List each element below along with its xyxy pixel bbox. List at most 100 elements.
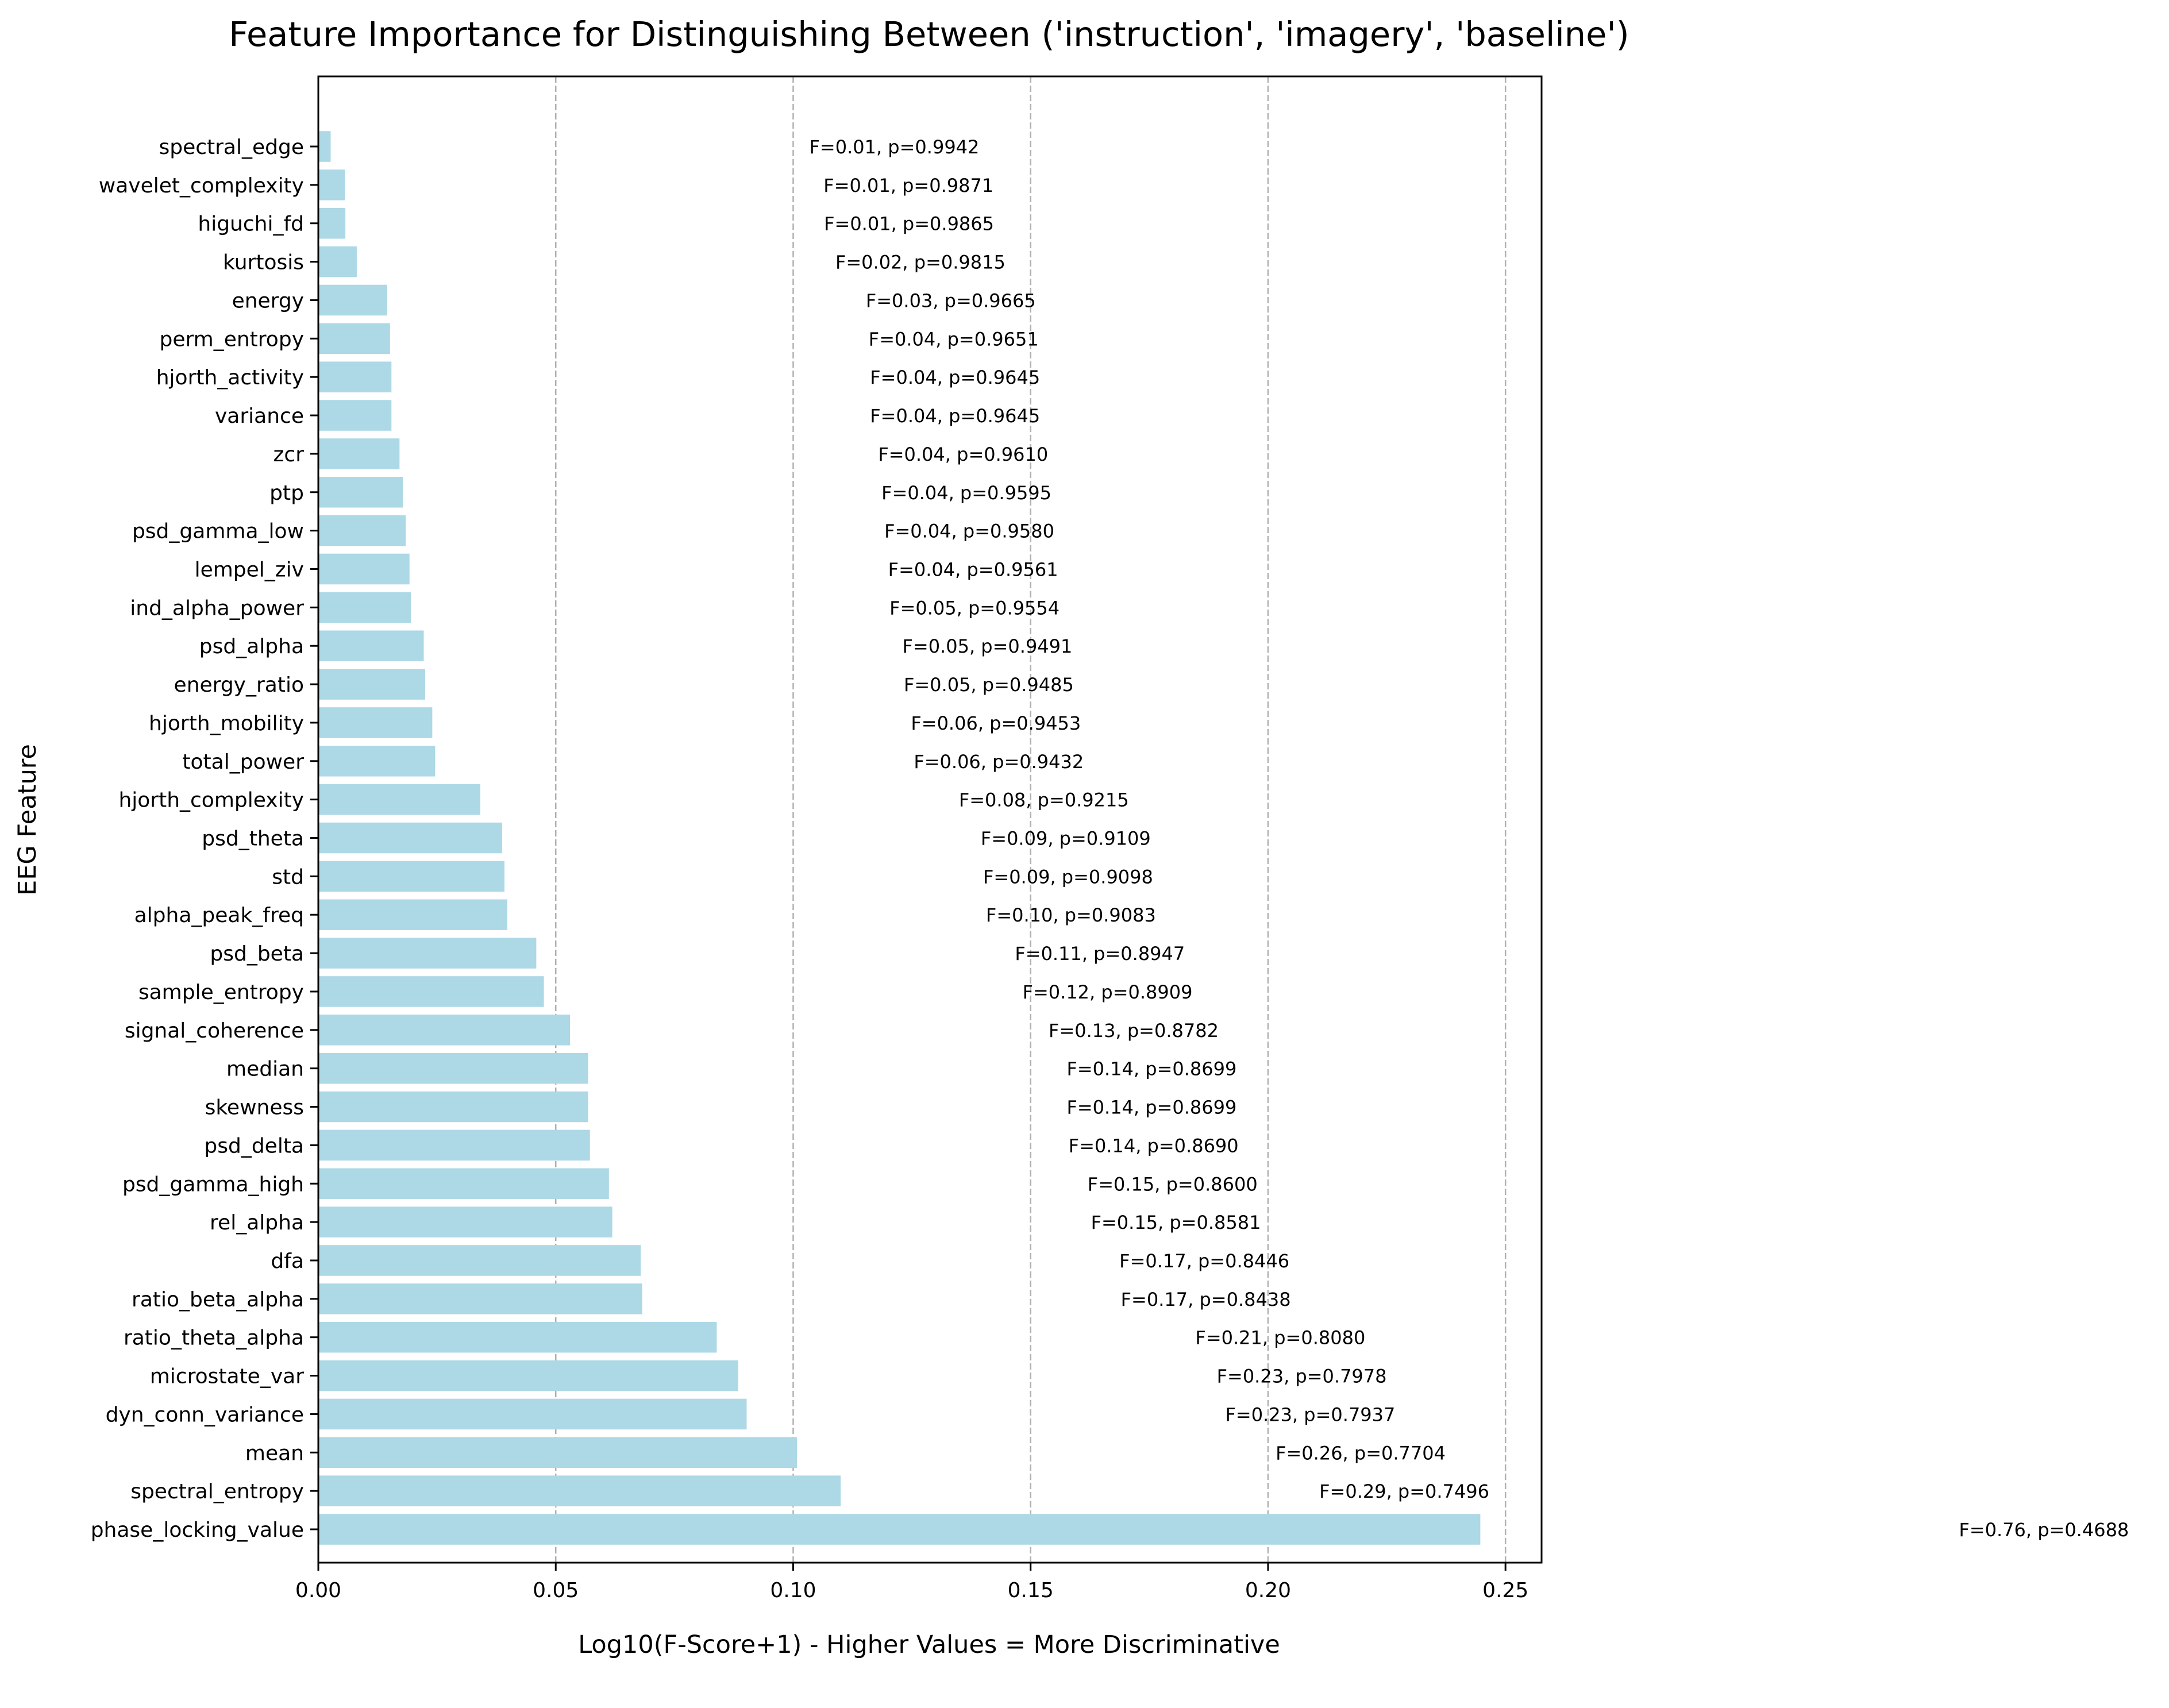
bar [318, 1015, 571, 1046]
y-tick-label: mean [245, 1441, 304, 1465]
data-label: F=0.76, p=0.4688 [1959, 1519, 2129, 1541]
bar [318, 1168, 609, 1199]
bar [318, 861, 504, 892]
x-tick-label: 0.20 [1245, 1579, 1291, 1602]
y-axis-ticks: spectral_edge wavelet_complexity higuchi_f… [91, 136, 318, 1542]
plot-area-frame [317, 75, 1543, 1564]
bar [318, 553, 410, 585]
data-label: F=0.17, p=0.8438 [1121, 1289, 1291, 1310]
x-tick-label: 0.05 [533, 1579, 579, 1602]
x-tick-label: 0.15 [1008, 1579, 1054, 1602]
y-tick-label: perm_entropy [159, 327, 304, 351]
data-label: F=0.29, p=0.7496 [1319, 1480, 1489, 1502]
bar [318, 284, 387, 316]
data-label: F=0.05, p=0.9485 [904, 674, 1074, 696]
y-tick-label: hjorth_activity [156, 366, 304, 390]
y-tick-label: ind_alpha_power [130, 596, 304, 620]
data-label: F=0.13, p=0.8782 [1049, 1020, 1219, 1042]
y-tick-label: hjorth_mobility [149, 712, 304, 735]
y-tick-label: rel_alpha [210, 1211, 304, 1235]
y-tick-label: energy [232, 289, 304, 313]
bar [318, 1360, 738, 1391]
data-label: F=0.08, p=0.9215 [959, 789, 1129, 811]
x-axis-label: Log10(F-Score+1) - Higher Values = More … [578, 1630, 1280, 1659]
data-label: F=0.04, p=0.9580 [884, 521, 1054, 542]
bar [318, 515, 406, 546]
data-label: F=0.12, p=0.8909 [1023, 981, 1193, 1003]
data-label: F=0.04, p=0.9595 [881, 482, 1051, 504]
bar [318, 1475, 841, 1506]
bar [318, 361, 392, 392]
bar [318, 477, 403, 508]
bar [318, 323, 390, 354]
bar [318, 1398, 747, 1430]
data-label: F=0.04, p=0.9645 [870, 367, 1040, 388]
bar [318, 1052, 588, 1084]
bar [318, 746, 436, 777]
data-label: F=0.01, p=0.9871 [823, 175, 993, 196]
data-label: F=0.01, p=0.9865 [824, 213, 994, 235]
bar [318, 438, 400, 469]
y-tick-label: phase_locking_value [91, 1518, 304, 1542]
y-tick-label: psd_theta [202, 827, 304, 851]
bar [318, 938, 537, 969]
bar [318, 1091, 588, 1123]
data-label: F=0.09, p=0.9109 [981, 828, 1151, 850]
data-label: F=0.11, p=0.8947 [1015, 943, 1185, 965]
y-tick-label: dfa [271, 1250, 304, 1273]
y-tick-label: dyn_conn_variance [106, 1403, 304, 1426]
y-tick-label: psd_gamma_high [122, 1173, 304, 1196]
bar [318, 669, 425, 700]
bar [318, 131, 331, 162]
data-label: F=0.02, p=0.9815 [835, 252, 1005, 273]
y-tick-label: higuchi_fd [198, 213, 304, 236]
data-label: F=0.23, p=0.7937 [1225, 1404, 1395, 1425]
data-label: F=0.09, p=0.9098 [983, 866, 1153, 888]
y-tick-label: ratio_beta_alpha [132, 1288, 304, 1312]
y-tick-label: spectral_entropy [130, 1480, 304, 1503]
x-tick-label: 0.10 [770, 1579, 816, 1602]
data-label: F=0.03, p=0.9665 [866, 290, 1036, 311]
data-label: F=0.14, p=0.8699 [1066, 1097, 1236, 1119]
y-tick-label: std [272, 865, 304, 889]
data-label: F=0.15, p=0.8600 [1088, 1173, 1258, 1195]
bar [318, 822, 502, 854]
data-label: F=0.04, p=0.9561 [888, 558, 1058, 580]
y-tick-label: skewness [205, 1096, 304, 1120]
bar [318, 1514, 1481, 1545]
y-tick-label: total_power [182, 750, 304, 774]
y-tick-label: wavelet_complexity [99, 174, 304, 198]
y-tick-label: hjorth_complexity [118, 789, 304, 812]
chart-title: Feature Importance for Distinguishing Be… [229, 14, 1629, 54]
data-label: F=0.05, p=0.9554 [889, 597, 1060, 619]
bar [318, 899, 507, 930]
bar [318, 1206, 612, 1237]
y-tick-label: energy_ratio [174, 673, 304, 697]
data-label: F=0.17, p=0.8446 [1119, 1250, 1289, 1272]
bar [318, 400, 392, 431]
bar [318, 1129, 590, 1161]
y-tick-label: lempel_ziv [195, 558, 304, 581]
y-tick-label: spectral_edge [159, 136, 304, 159]
x-tick-label: 0.25 [1482, 1579, 1528, 1602]
bar [318, 707, 433, 738]
data-label: F=0.06, p=0.9453 [911, 712, 1081, 734]
data-label: F=0.05, p=0.9491 [902, 635, 1072, 657]
data-label: F=0.04, p=0.9645 [870, 405, 1040, 427]
data-label: F=0.14, p=0.8690 [1069, 1135, 1239, 1156]
y-tick-label: alpha_peak_freq [134, 904, 304, 927]
data-label: F=0.26, p=0.7704 [1276, 1442, 1446, 1464]
bar [318, 1321, 717, 1353]
y-axis-label: EEG Feature [13, 744, 42, 896]
data-label: F=0.04, p=0.9610 [878, 444, 1048, 465]
data-label: F=0.04, p=0.9651 [869, 328, 1039, 350]
bar [318, 784, 480, 815]
bar [318, 207, 346, 239]
bar [318, 630, 424, 661]
y-tick-label: microstate_var [150, 1365, 304, 1389]
data-label: F=0.14, p=0.8699 [1066, 1058, 1236, 1080]
bar [318, 976, 544, 1007]
data-label: F=0.23, p=0.7978 [1217, 1366, 1387, 1387]
